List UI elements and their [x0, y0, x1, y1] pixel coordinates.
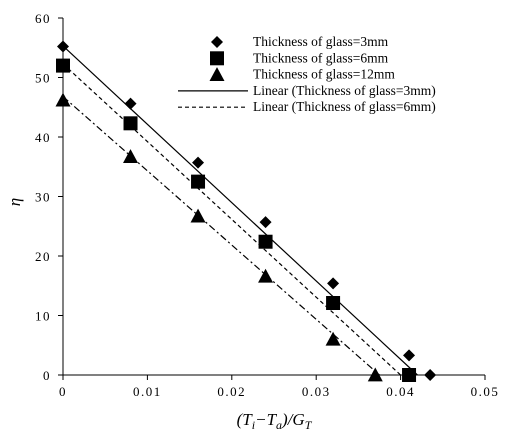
- data-point-triangle: [123, 149, 139, 164]
- data-point-triangle: [190, 208, 206, 223]
- data-point-triangle: [258, 268, 274, 283]
- legend-entry: Linear (Thickness of glass=6mm): [253, 99, 436, 114]
- x-ticks: 0 0.01 0.02 0.03 0.04 0.05: [59, 375, 500, 399]
- data-point-diamond: [403, 349, 416, 362]
- y-tick-label: 30: [35, 190, 51, 205]
- trendline-solid: [62, 45, 418, 376]
- legend-entry: Linear (Thickness of glass=3mm): [253, 83, 436, 98]
- legend-entry: Thickness of glass=3mm: [253, 34, 389, 49]
- data-point-triangle: [325, 331, 341, 346]
- y-tick-label: 50: [35, 71, 51, 86]
- y-axis-label: η: [5, 198, 24, 206]
- y-tick-label: 20: [35, 249, 51, 264]
- x-axis-label: (Ti−Ta)/GT: [237, 410, 313, 432]
- x-tick-label: 0.05: [471, 384, 500, 399]
- data-point-diamond: [192, 156, 205, 169]
- data-point-square: [191, 174, 206, 189]
- trendlines: [62, 45, 418, 376]
- data-point-triangle: [367, 367, 383, 382]
- trendline-dashdot: [62, 96, 380, 376]
- data-point-diamond: [259, 216, 272, 229]
- legend-entry: Thickness of glass=6mm: [253, 50, 389, 65]
- data-point-square: [402, 368, 417, 382]
- y-tick-label: 60: [35, 11, 51, 26]
- data-point-square: [123, 116, 138, 131]
- data-point-square: [56, 58, 70, 73]
- y-tick-label: 10: [35, 309, 51, 324]
- x-tick-label: 0.03: [302, 384, 331, 399]
- data-point-diamond: [57, 40, 69, 53]
- data-point-triangle: [55, 92, 71, 107]
- data-point-square: [326, 296, 341, 311]
- legend-marker-square: [210, 51, 224, 66]
- data-point-square: [258, 234, 273, 249]
- data-point-diamond: [424, 369, 437, 381]
- x-tick-label: 0.04: [386, 384, 415, 399]
- y-tick-label: 0: [43, 368, 51, 383]
- x-tick-label: 0: [59, 384, 67, 399]
- x-tick-label: 0.02: [217, 384, 246, 399]
- legend-entry: Thickness of glass=12mm: [253, 67, 395, 82]
- y-ticks: 0 10 20 30 40 50 60: [35, 11, 63, 383]
- x-tick-label: 0.01: [133, 384, 162, 399]
- sub-t: T: [305, 418, 313, 432]
- legend-marker-triangle: [209, 67, 225, 81]
- data-point-diamond: [124, 97, 137, 110]
- sub-a: a: [276, 418, 282, 432]
- sub-i: i: [252, 418, 255, 432]
- data-point-diamond: [327, 277, 340, 290]
- legend-marker-diamond: [211, 36, 223, 48]
- y-tick-label: 40: [35, 130, 51, 145]
- data-markers: [55, 40, 437, 382]
